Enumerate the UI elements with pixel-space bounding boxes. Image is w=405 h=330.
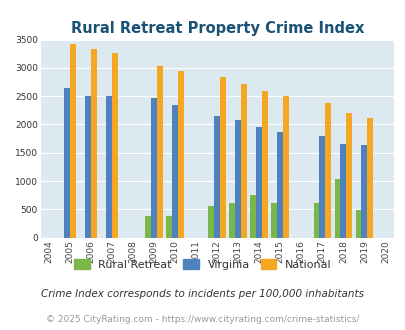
Bar <box>271 203 277 238</box>
Bar <box>220 77 226 238</box>
Bar <box>324 103 330 238</box>
Title: Rural Retreat Property Crime Index: Rural Retreat Property Crime Index <box>70 21 363 36</box>
Bar <box>112 53 118 238</box>
Bar <box>360 146 367 238</box>
Bar <box>345 113 351 238</box>
Bar <box>214 116 220 238</box>
Bar <box>241 84 247 238</box>
Bar <box>367 118 372 238</box>
Bar <box>151 98 157 238</box>
Bar <box>208 207 214 238</box>
Bar <box>172 105 178 238</box>
Bar <box>339 144 345 238</box>
Bar <box>229 203 235 238</box>
Bar <box>355 210 360 238</box>
Bar <box>334 179 339 238</box>
Bar <box>145 216 151 238</box>
Bar <box>235 120 241 238</box>
Bar <box>166 216 172 238</box>
Bar <box>106 96 112 238</box>
Legend: Rural Retreat, Virginia, National: Rural Retreat, Virginia, National <box>69 255 336 274</box>
Text: © 2025 CityRating.com - https://www.cityrating.com/crime-statistics/: © 2025 CityRating.com - https://www.city… <box>46 315 359 324</box>
Bar <box>91 49 97 238</box>
Bar <box>313 203 319 238</box>
Bar <box>256 127 262 238</box>
Bar <box>262 90 267 238</box>
Bar <box>250 195 256 238</box>
Bar <box>283 96 288 238</box>
Bar <box>64 88 70 238</box>
Bar <box>178 71 183 238</box>
Bar <box>157 66 162 238</box>
Bar <box>85 96 91 238</box>
Text: Crime Index corresponds to incidents per 100,000 inhabitants: Crime Index corresponds to incidents per… <box>41 289 364 299</box>
Bar <box>70 44 76 238</box>
Bar <box>319 136 324 238</box>
Bar <box>277 132 283 238</box>
